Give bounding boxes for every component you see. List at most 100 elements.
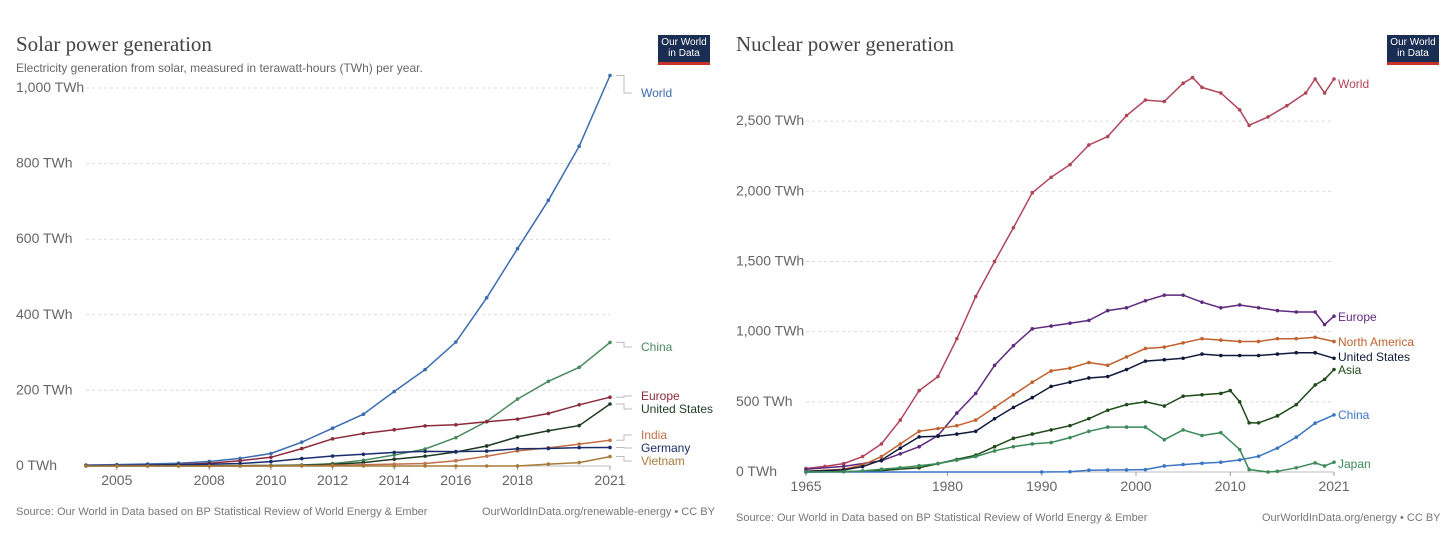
data-point xyxy=(1313,421,1317,425)
data-point xyxy=(1162,345,1167,349)
data-point xyxy=(1247,123,1251,128)
series-north-america[interactable]: North America xyxy=(804,335,1414,474)
label-connector xyxy=(616,434,632,441)
data-point xyxy=(299,464,304,468)
data-point xyxy=(608,438,612,443)
series-line xyxy=(805,294,1335,470)
data-point xyxy=(841,461,846,466)
data-point xyxy=(1332,413,1336,417)
data-point xyxy=(1237,108,1242,112)
series-line xyxy=(805,351,1335,473)
owid-logo[interactable]: Our World in Data xyxy=(658,35,710,65)
series-end-label: India xyxy=(641,428,667,442)
data-point xyxy=(1322,322,1327,327)
y-tick-label: 500 TWh xyxy=(736,393,793,409)
data-point xyxy=(1143,400,1148,404)
data-point xyxy=(917,388,921,393)
data-point xyxy=(1011,393,1016,397)
data-point xyxy=(1219,353,1223,358)
data-point xyxy=(1294,465,1299,470)
data-point xyxy=(936,374,940,379)
data-point xyxy=(879,467,884,471)
data-point xyxy=(299,456,304,461)
data-point xyxy=(1143,298,1148,303)
data-point xyxy=(879,458,884,462)
data-point xyxy=(1181,462,1185,467)
data-point xyxy=(1190,75,1195,80)
data-point xyxy=(546,411,551,416)
owid-logo[interactable]: Our World in Data xyxy=(1387,35,1439,65)
owid-logo-line-1: Our World xyxy=(1390,37,1436,48)
data-point xyxy=(515,435,520,439)
series-line xyxy=(85,446,611,467)
y-tick-label: 800 TWh xyxy=(16,155,73,171)
data-point xyxy=(484,444,489,448)
data-point xyxy=(1237,447,1242,452)
data-point xyxy=(546,379,551,384)
solar-line-chart: 0 TWh 200 TWh 400 TWh 600 TWh 800 TWh 1,000 T… xyxy=(16,73,713,488)
data-point xyxy=(1181,81,1185,86)
x-tick-label: 2010 xyxy=(255,472,286,488)
data-point xyxy=(1200,300,1204,304)
x-tick-label: 2008 xyxy=(194,472,225,488)
series-end-label: North America xyxy=(1338,335,1414,349)
series-china[interactable]: China xyxy=(804,408,1370,474)
data-point xyxy=(1219,430,1223,435)
data-point xyxy=(1049,384,1053,389)
data-point xyxy=(1049,369,1053,373)
solar-chart-panel: Solar power generation Electricity gener… xyxy=(0,0,720,545)
data-point xyxy=(860,464,865,469)
series-europe[interactable]: Europe xyxy=(804,293,1377,471)
data-point xyxy=(1313,383,1317,387)
data-point xyxy=(1105,374,1110,379)
nuclear-chart-panel: Nuclear power generation Our World in Da… xyxy=(720,0,1456,545)
data-point xyxy=(299,446,304,451)
label-connector xyxy=(616,395,632,398)
data-point xyxy=(546,198,551,203)
data-point xyxy=(1105,308,1110,313)
y-tick-label: 1,500 TWh xyxy=(736,252,804,268)
data-point xyxy=(577,144,581,149)
x-tick-label: 2000 xyxy=(1120,478,1151,494)
data-point xyxy=(1143,467,1148,472)
data-point xyxy=(1303,91,1308,95)
series-world[interactable]: World xyxy=(84,73,672,467)
data-point xyxy=(577,402,581,407)
data-point xyxy=(1162,464,1167,468)
data-point xyxy=(1068,435,1072,440)
data-point xyxy=(1030,432,1035,436)
data-point xyxy=(330,436,335,441)
x-tick-label: 2021 xyxy=(1318,478,1349,494)
data-point xyxy=(577,365,581,370)
data-point xyxy=(1124,425,1129,429)
series-line xyxy=(805,426,1335,473)
data-point xyxy=(841,464,846,469)
data-point xyxy=(608,340,612,345)
x-tick-label: 2010 xyxy=(1215,478,1246,494)
y-tick-label: 0 TWh xyxy=(16,457,57,473)
owid-logo-line-1: Our World xyxy=(661,37,707,48)
series-vietnam[interactable]: Vietnam xyxy=(84,454,685,468)
data-point xyxy=(238,461,242,466)
data-point xyxy=(1266,470,1270,474)
data-point xyxy=(1256,421,1261,425)
data-point xyxy=(1068,423,1072,428)
data-point xyxy=(361,464,366,468)
nuclear-credit-link[interactable]: OurWorldInData.org/energy • CC BY xyxy=(1262,512,1441,524)
data-point xyxy=(1087,376,1091,380)
data-point xyxy=(917,435,921,439)
data-point xyxy=(145,464,150,468)
data-point xyxy=(1087,468,1091,472)
data-point xyxy=(454,435,458,440)
data-point xyxy=(1068,366,1072,370)
solar-credit-link[interactable]: OurWorldInData.org/renewable-energy • CC… xyxy=(482,506,715,518)
data-point xyxy=(1030,395,1035,400)
data-point xyxy=(955,411,959,415)
series-world[interactable]: World xyxy=(804,75,1369,471)
series-united-states[interactable]: United States xyxy=(804,350,1410,474)
series-japan[interactable]: Japan xyxy=(804,425,1371,474)
data-point xyxy=(1313,77,1317,81)
series-united-states[interactable]: United States xyxy=(84,402,713,468)
data-point xyxy=(1200,433,1204,438)
y-tick-label: 200 TWh xyxy=(16,381,73,397)
